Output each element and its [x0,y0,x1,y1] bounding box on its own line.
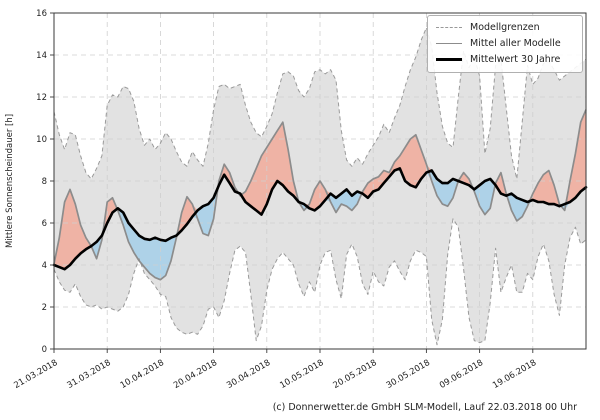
x-tick-label: 20.04.2018 [172,358,219,391]
y-tick-label: 6 [42,219,47,229]
y-axis-label: Mittlere Sonnenscheindauer [h] [5,114,15,248]
y-tick-label: 10 [36,135,47,145]
legend-label: Modellgrenzen [470,22,540,33]
x-tick-label: 19.06.2018 [491,358,538,391]
legend: Modellgrenzen Mittel aller Modelle Mitte… [427,15,583,73]
x-tick-label: 21.03.2018 [12,358,59,391]
y-tick-label: 16 [36,9,47,19]
gray-line-icon [436,43,462,45]
y-tick-label: 14 [36,51,47,61]
y-tick-label: 12 [36,93,47,103]
y-tick-label: 0 [42,345,47,355]
x-tick-label: 30.04.2018 [225,358,272,391]
black-line-icon [436,58,462,62]
legend-item-mittelwert-30-jahre: Mittelwert 30 Jahre [436,54,574,66]
lower-model-bound-line [53,218,587,346]
x-tick-label: 10.05.2018 [278,358,325,391]
above-mean-anomaly-fill [54,109,586,270]
x-tick-label: 10.04.2018 [119,358,166,391]
climate-mean-line [52,167,588,271]
x-tick-label: 20.05.2018 [332,358,379,391]
model-mean-line [53,109,587,281]
y-tick-label: 4 [42,261,47,271]
gridlines [54,13,586,349]
x-tick-label: 30.05.2018 [385,358,432,391]
dashed-line-icon [436,27,462,29]
y-tick-label: 2 [42,303,47,313]
x-tick-label: 31.03.2018 [66,358,113,391]
legend-label: Mittelwert 30 Jahre [470,53,561,65]
x-tick-label: 09.06.2018 [438,358,485,391]
upper-model-bound-line [53,27,587,180]
legend-item-modellgrenzen: Modellgrenzen [436,22,574,34]
copyright-footer: (c) Donnerwetter.de GmbH SLM-Modell, Lau… [273,402,577,413]
legend-item-mittel-aller-modelle: Mittel aller Modelle [436,38,574,50]
legend-label: Mittel aller Modelle [470,37,561,49]
y-tick-label: 8 [42,177,47,187]
